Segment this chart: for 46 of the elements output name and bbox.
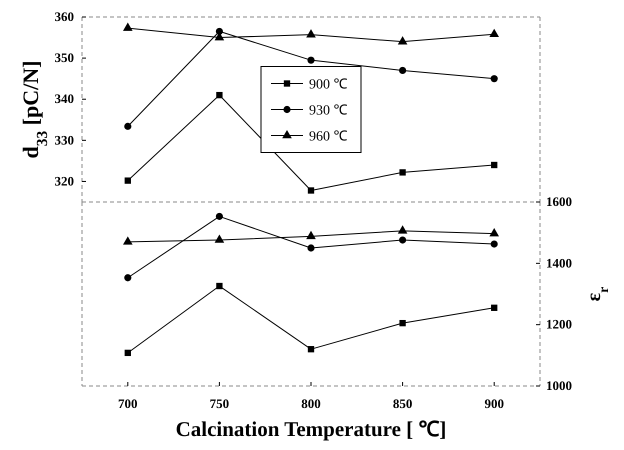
- point: [306, 230, 316, 240]
- point: [124, 274, 132, 282]
- point: [306, 29, 316, 38]
- y-tick-label: 330: [54, 132, 74, 148]
- legend-label: 930 ℃: [309, 104, 348, 118]
- point: [490, 240, 498, 248]
- point: [399, 169, 406, 176]
- y-tick-label: 340: [54, 91, 74, 106]
- y-tick-label: 320: [54, 173, 74, 188]
- point: [308, 187, 314, 194]
- x-axis-title: Calcination Temperature [ ℃]: [176, 417, 446, 441]
- x-tick-label: 850: [392, 396, 412, 411]
- point: [398, 36, 408, 44]
- x-tick-label: 700: [118, 396, 138, 411]
- point: [491, 304, 498, 311]
- point: [124, 177, 131, 184]
- y2-tick-label: 1200: [546, 316, 572, 332]
- y2-tick-label: 1000: [546, 378, 572, 393]
- legend-label: 900 ℃: [309, 78, 348, 92]
- point: [216, 282, 223, 290]
- point: [122, 236, 133, 245]
- y2-tick-label: 1400: [546, 255, 572, 270]
- legend-label: 960 ℃: [309, 130, 348, 144]
- point: [124, 122, 132, 130]
- point: [399, 66, 406, 74]
- point: [307, 56, 315, 64]
- y-tick-label: 360: [54, 9, 74, 24]
- point: [490, 75, 498, 82]
- x-tick-label: 900: [484, 396, 504, 411]
- point: [214, 234, 224, 243]
- x-tick-label: 800: [301, 396, 321, 411]
- y-tick-label: 350: [54, 50, 74, 66]
- point: [491, 162, 498, 168]
- point: [399, 320, 406, 326]
- point: [122, 22, 133, 31]
- point: [124, 350, 131, 356]
- point: [398, 225, 408, 234]
- point: [489, 28, 500, 38]
- x-tick-label: 750: [210, 396, 230, 411]
- point: [307, 244, 315, 252]
- point: [216, 212, 223, 220]
- y2-tick-label: 1600: [546, 194, 572, 209]
- point: [399, 236, 406, 244]
- point: [216, 92, 223, 98]
- point: [489, 228, 500, 236]
- point: [308, 346, 314, 352]
